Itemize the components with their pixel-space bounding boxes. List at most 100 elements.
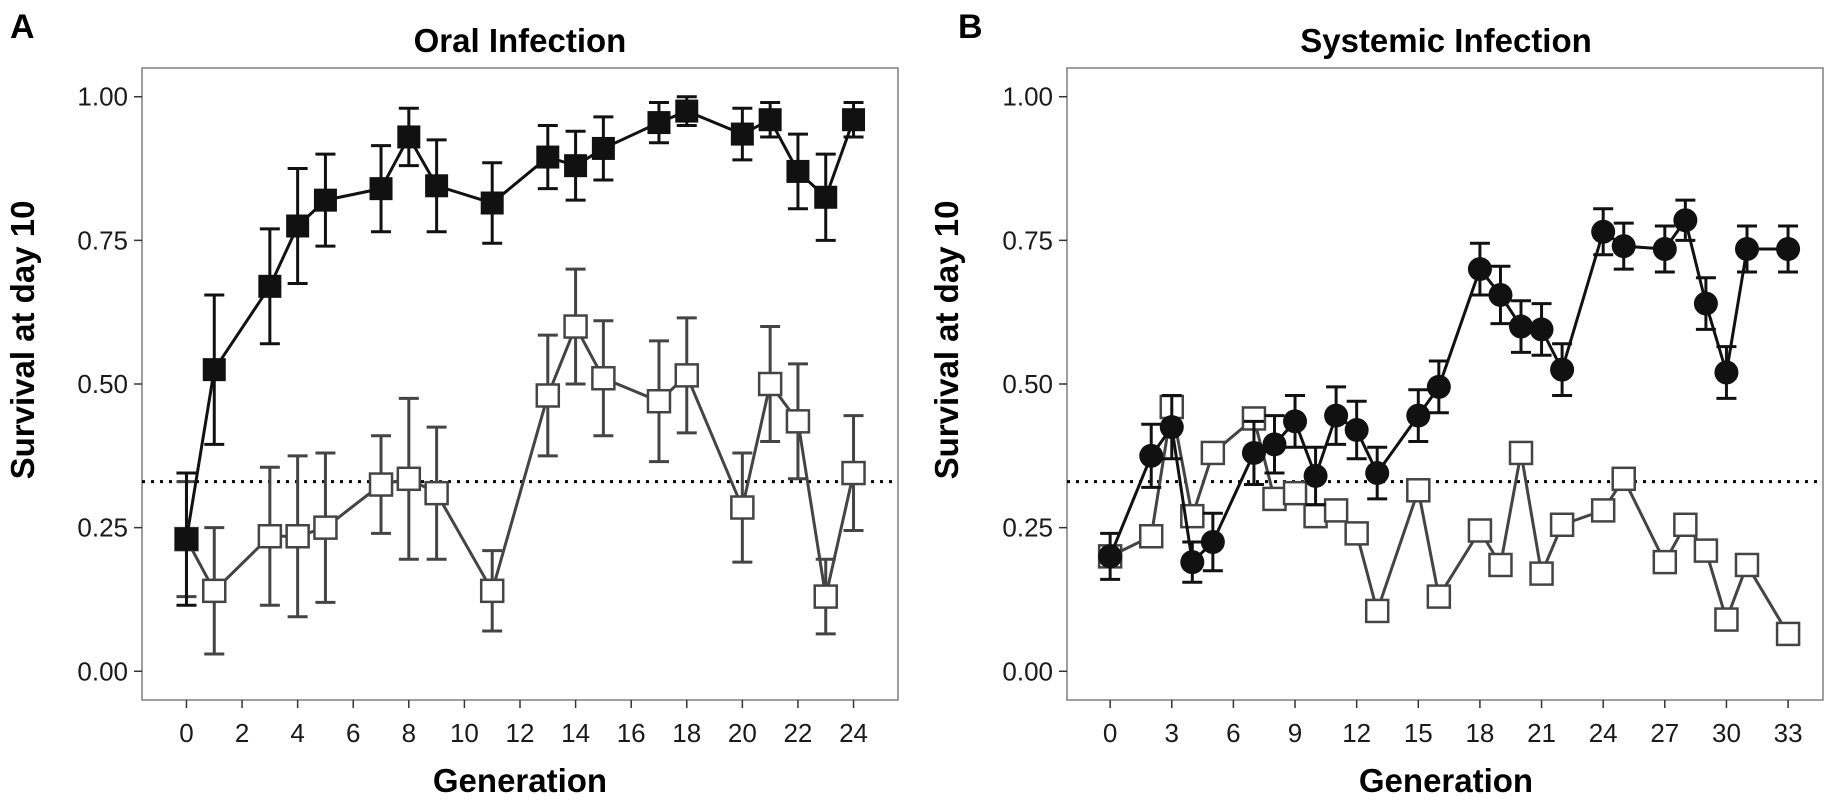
panel-b-point-filled-circle (1200, 530, 1225, 554)
panel-a-point-filled-square (369, 177, 393, 201)
panel-b-series-1 (1097, 394, 1801, 647)
panel-a-point-filled-square (313, 188, 337, 212)
panel-b-x-tick-label: 24 (1589, 718, 1618, 748)
panel-a-point-open-square (368, 472, 394, 497)
panel-b-y-tick-label: 0.50 (1002, 369, 1053, 399)
panel-a-point-filled-square (480, 191, 504, 215)
panel-a-y-tick-label: 1.00 (77, 82, 128, 112)
panel-b-point-filled-circle (1139, 443, 1164, 468)
panel-a-y-tick-label: 0.75 (77, 225, 128, 255)
panel-a-x-tick-label: 18 (672, 718, 701, 748)
panel-b-point-open-square (1344, 521, 1369, 546)
panel-b-title: Systemic Infection (1300, 22, 1592, 59)
panel-b-point-filled-circle (1529, 317, 1554, 342)
panel-b-series-0 (1098, 198, 1801, 584)
panel-b-x-tick-label: 9 (1288, 718, 1302, 748)
panel-a-point-open-square (424, 480, 449, 506)
panel-b-point-filled-circle (1734, 236, 1759, 261)
panel-b-point-filled-circle (1098, 544, 1123, 569)
panel-a-point-open-square (396, 466, 422, 492)
panel-b-x-tick-label: 3 (1165, 718, 1179, 748)
panel-a-y-axis: 0.00 0.25 0.50 0.75 1.00 (77, 82, 142, 686)
panel-a-point-open-square (535, 383, 561, 408)
panel-a-point-filled-square (564, 154, 588, 178)
panel-b-point-open-square (1693, 538, 1719, 563)
panel-b-point-open-square (1508, 440, 1534, 466)
panel-a-series-line-1 (185, 323, 855, 597)
panel-b-point-open-square (1262, 486, 1287, 512)
panel-a-point-filled-square (786, 159, 810, 183)
panel-b-point-filled-circle (1283, 409, 1308, 434)
panel-b-point-open-square (1714, 607, 1739, 632)
panel-b-point-filled-circle (1673, 208, 1698, 233)
panel-b-point-filled-circle (1262, 432, 1287, 457)
panel-b-point-open-square (1200, 440, 1226, 466)
panel-b-xlabel: Generation (1359, 762, 1533, 799)
panel-b-point-filled-circle (1714, 360, 1739, 385)
panel-a-y-tick-label: 0.00 (77, 656, 128, 686)
panel-a-point-open-square (646, 388, 672, 414)
panel-b-point-filled-circle (1303, 463, 1328, 488)
panel-a-plot-frame (141, 67, 899, 701)
panel-b-point-filled-circle (1591, 219, 1616, 244)
panel-b-point-filled-circle (1241, 440, 1266, 465)
panel-b-point-open-square (1734, 552, 1760, 578)
panel-b-point-open-square (1549, 512, 1575, 538)
panel-a-point-open-square (813, 584, 838, 609)
panel-b-point-filled-circle (1693, 291, 1718, 316)
panel-b-point-filled-circle (1180, 550, 1205, 575)
panel-a: A Oral Infection Survival at day 10 Gene… (4, 8, 899, 799)
panel-a-point-open-square (785, 409, 811, 434)
panel-a-point-open-square (841, 460, 866, 486)
panel-a-x-axis: 0 2 4 6 8 10 12 14 16 18 20 22 24 (179, 700, 868, 748)
panel-b-point-open-square (1364, 598, 1390, 624)
panel-a-series-0 (174, 95, 866, 607)
panel-b-x-tick-label: 18 (1465, 718, 1494, 748)
panel-b-point-open-square (1652, 549, 1678, 575)
panel-a-point-open-square (757, 371, 783, 397)
panel-b-point-filled-circle (1365, 461, 1390, 486)
panel-a-point-filled-square (425, 174, 449, 198)
panel-a-x-tick-label: 16 (617, 718, 646, 748)
panel-a-x-tick-label: 10 (450, 718, 479, 748)
panel-b-point-open-square (1467, 518, 1493, 543)
panel-b: B Systemic Infection Survival at day 10 … (928, 8, 1824, 799)
panel-a-point-filled-square (675, 99, 699, 123)
panel-a-point-open-square (563, 314, 588, 339)
panel-a-x-tick-label: 12 (506, 718, 535, 748)
panel-b-point-filled-circle (1344, 417, 1369, 442)
panel-a-point-filled-square (814, 185, 838, 209)
panel-b-point-filled-circle (1467, 257, 1492, 282)
panel-b-point-open-square (1775, 621, 1801, 647)
panel-b-point-open-square (1138, 524, 1164, 549)
panel-a-point-filled-square (730, 122, 754, 146)
panel-b-x-tick-label: 6 (1226, 718, 1240, 748)
panel-b-point-filled-circle (1611, 234, 1636, 259)
panel-b-point-filled-circle (1159, 415, 1184, 440)
panel-b-y-tick-label: 0.75 (1002, 225, 1053, 255)
panel-a-title: Oral Infection (414, 22, 627, 59)
panel-a-x-tick-label: 2 (235, 718, 249, 748)
panel-b-point-open-square (1303, 503, 1328, 529)
panel-b-y-tick-label: 1.00 (1002, 82, 1053, 112)
panel-a-series-line-0 (184, 109, 855, 540)
panel-a-series-1 (174, 267, 866, 656)
panel-b-x-tick-label: 0 (1103, 718, 1117, 748)
panel-b-x-tick-label: 12 (1342, 718, 1371, 748)
panel-b-x-tick-label: 33 (1774, 718, 1803, 748)
panel-a-y-tick-label: 0.25 (77, 513, 128, 543)
panel-b-y-tick-label: 0.25 (1002, 513, 1053, 543)
panel-b-point-filled-circle (1550, 357, 1575, 382)
panel-a-x-tick-label: 14 (561, 718, 590, 748)
panel-b-point-open-square (1488, 552, 1513, 578)
panel-b-point-filled-circle (1488, 282, 1513, 307)
panel-a-x-tick-label: 4 (290, 718, 304, 748)
panel-a-point-filled-square (202, 358, 226, 382)
panel-a-x-tick-label: 8 (402, 718, 416, 748)
panel-a-x-tick-label: 22 (783, 718, 812, 748)
panel-b-x-tick-label: 21 (1527, 718, 1556, 748)
panel-b-point-open-square (1426, 584, 1452, 609)
panel-b-point-open-square (1282, 480, 1308, 506)
panel-a-point-filled-square (758, 108, 782, 132)
panel-b-x-tick-label: 15 (1404, 718, 1433, 748)
